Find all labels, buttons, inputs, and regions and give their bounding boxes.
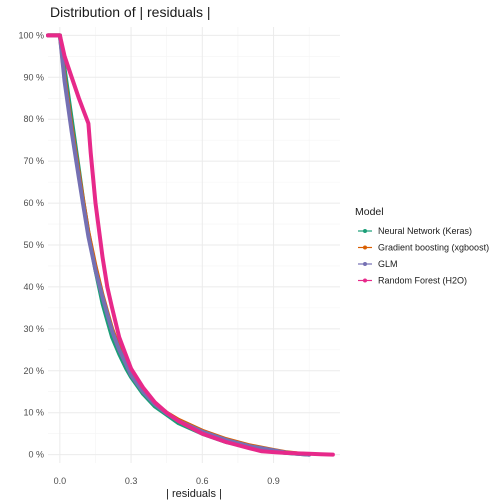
data-point bbox=[82, 109, 86, 113]
x-tick-label: 0.6 bbox=[196, 476, 209, 486]
y-tick-label: 80 % bbox=[23, 114, 44, 124]
data-point bbox=[271, 450, 276, 454]
x-tick-label: 0.9 bbox=[267, 476, 280, 486]
y-tick-label: 50 % bbox=[23, 240, 44, 250]
plot-area bbox=[46, 33, 335, 457]
x-tick-label: 0.0 bbox=[54, 476, 67, 486]
data-point bbox=[260, 449, 264, 453]
data-point bbox=[307, 452, 311, 456]
data-point bbox=[117, 348, 121, 352]
data-point bbox=[129, 367, 133, 371]
data-point bbox=[86, 121, 90, 126]
data-point bbox=[86, 235, 90, 239]
data-point bbox=[70, 130, 74, 134]
data-point bbox=[77, 176, 81, 180]
data-point bbox=[224, 440, 228, 444]
data-point bbox=[105, 312, 109, 316]
data-point bbox=[110, 329, 114, 333]
y-tick-label: 100 % bbox=[18, 30, 44, 40]
chart-title: Distribution of | residuals | bbox=[50, 4, 211, 20]
data-point bbox=[124, 354, 128, 358]
data-point bbox=[141, 385, 145, 390]
data-point bbox=[93, 201, 98, 205]
data-point bbox=[58, 33, 62, 37]
y-tick-label: 70 % bbox=[23, 156, 44, 166]
data-point bbox=[93, 268, 98, 272]
legend-title: Model bbox=[355, 206, 384, 218]
data-point bbox=[82, 205, 86, 209]
legend-key-point bbox=[363, 245, 367, 250]
data-point bbox=[70, 75, 74, 79]
y-tick-label: 20 % bbox=[23, 366, 44, 376]
legend-label: Random Forest (H2O) bbox=[378, 276, 467, 286]
data-point bbox=[283, 451, 287, 455]
legend-key-point bbox=[363, 229, 367, 233]
legend-label: Gradient boosting (xgboost) bbox=[378, 243, 489, 253]
legend-label: Neural Network (Keras) bbox=[378, 226, 472, 236]
x-tick-label: 0.3 bbox=[125, 476, 138, 486]
data-point bbox=[110, 306, 114, 310]
data-point bbox=[101, 255, 105, 260]
data-point bbox=[248, 446, 252, 450]
data-point bbox=[319, 452, 323, 456]
data-point bbox=[105, 285, 109, 289]
y-tick-label: 90 % bbox=[23, 72, 44, 82]
axis-ticks: 0 % 10 % 20 % 30 % 40 % 50 % 60 % 70 % 80 % 90 % 1… bbox=[18, 30, 279, 486]
y-tick-label: 0 % bbox=[28, 450, 44, 460]
legend-label: GLM bbox=[378, 259, 398, 269]
data-point bbox=[200, 432, 204, 436]
data-point bbox=[63, 79, 67, 84]
data-point bbox=[295, 451, 299, 455]
data-point bbox=[89, 151, 93, 155]
y-tick-label: 10 % bbox=[23, 408, 44, 418]
y-tick-label: 40 % bbox=[23, 282, 44, 292]
legend-key-point bbox=[363, 262, 367, 266]
data-point bbox=[129, 373, 133, 377]
data-point bbox=[63, 54, 67, 58]
data-point bbox=[176, 419, 181, 423]
legend: Model Neural Network (Keras) Gradient boo… bbox=[355, 206, 489, 286]
data-point bbox=[101, 295, 105, 300]
legend-key-point bbox=[363, 278, 367, 283]
y-tick-label: 30 % bbox=[23, 324, 44, 334]
data-point bbox=[46, 33, 50, 37]
x-axis-title: | residuals | bbox=[166, 488, 222, 500]
data-point bbox=[117, 335, 121, 339]
data-point bbox=[153, 400, 157, 404]
data-point bbox=[331, 453, 335, 457]
y-tick-label: 60 % bbox=[23, 198, 44, 208]
data-point bbox=[77, 96, 81, 100]
data-point bbox=[165, 411, 169, 415]
